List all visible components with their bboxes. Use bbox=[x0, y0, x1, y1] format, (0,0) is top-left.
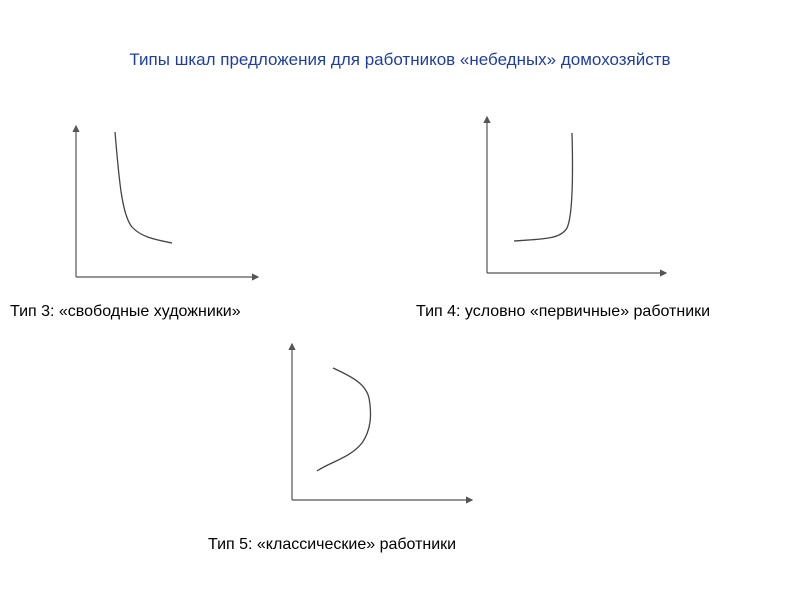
label-type-5: Тип 5: «классические» работники bbox=[208, 536, 457, 553]
diagram-type-4 bbox=[483, 115, 668, 277]
diagram-type-5 bbox=[288, 342, 474, 504]
supply-curve bbox=[114, 131, 173, 244]
slide-title: Типы шкал предложения для работников «не… bbox=[129, 50, 671, 69]
label-type-4: Тип 4: условно «первичные» работники bbox=[416, 303, 711, 320]
label-type-3: Тип 3: «свободные художники» bbox=[10, 303, 241, 320]
supply-curve bbox=[513, 132, 574, 242]
diagram-type-3 bbox=[72, 124, 260, 281]
supply-curve bbox=[316, 367, 372, 472]
